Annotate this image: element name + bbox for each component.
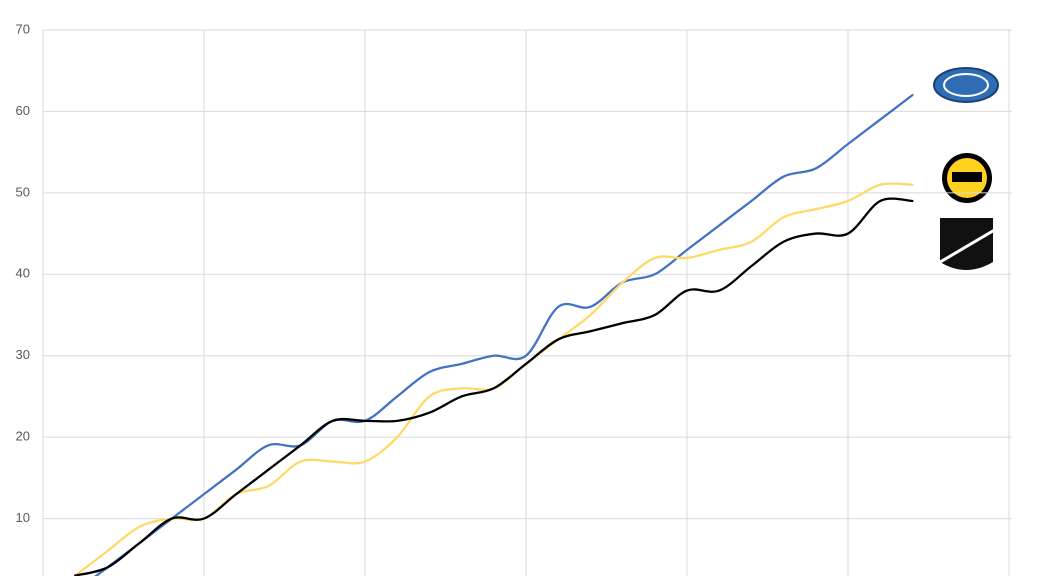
y-tick-label: 20 [16, 429, 30, 444]
odd-logo [929, 218, 1004, 270]
series-line [94, 93, 914, 576]
series-line [74, 182, 914, 576]
molde-logo [933, 67, 999, 103]
y-tick-label: 10 [16, 510, 30, 525]
y-tick-label: 60 [16, 103, 30, 118]
series-line [74, 197, 914, 576]
y-tick-label: 40 [16, 266, 30, 281]
y-tick-label: 30 [16, 347, 30, 362]
y-tick-label: 50 [16, 184, 30, 199]
bodo-glimt-logo [942, 153, 992, 203]
y-tick-label: 70 [16, 21, 30, 36]
